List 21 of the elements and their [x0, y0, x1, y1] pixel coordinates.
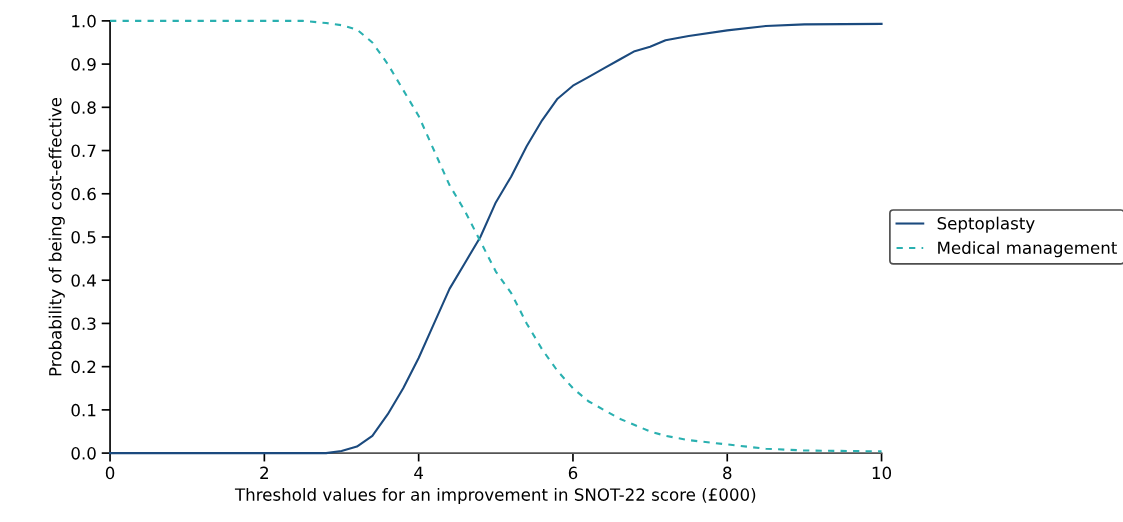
legend-label: Septoplasty [937, 216, 1035, 233]
y-tick-label: 0.4 [71, 274, 96, 287]
y-tick-label: 0.8 [71, 101, 96, 114]
x-axis-title: Threshold values for an improvement in SNOT-22 score (£000) [234, 487, 756, 505]
x-tick-label: 8 [723, 466, 732, 480]
y-tick-label: 0.2 [71, 360, 96, 374]
y-tick-label: 0.9 [71, 58, 96, 71]
x-tick-label: 4 [414, 466, 424, 479]
x-tick-label: 6 [568, 466, 578, 480]
y-tick-label: 1.0 [72, 14, 96, 28]
y-tick-label: 0.0 [71, 447, 96, 460]
y-tick-label: 0.6 [71, 187, 96, 201]
y-tick-label: 0.3 [71, 317, 96, 330]
legend-label: Medical management [938, 241, 1117, 258]
x-tick-label: 2 [260, 466, 268, 479]
y-tick-label: 0.5 [71, 230, 96, 244]
y-axis-title: Probability of being cost-effective [48, 97, 65, 376]
y-tick-label: 0.1 [71, 403, 96, 417]
x-tick-label: 0 [105, 466, 115, 480]
x-tick-label: 10 [872, 466, 892, 480]
y-tick-label: 0.7 [71, 144, 96, 158]
